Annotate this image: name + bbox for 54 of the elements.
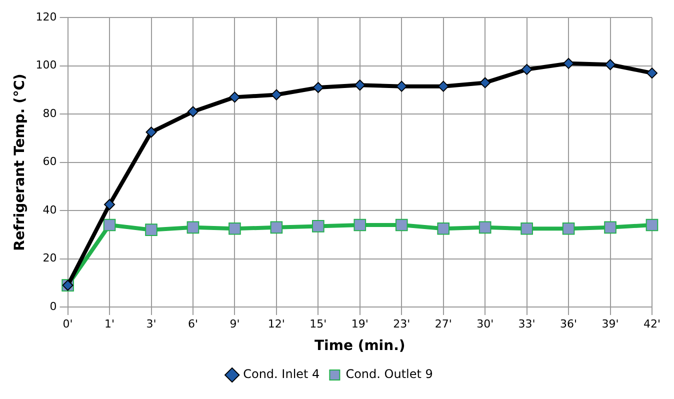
y-tick-label: 60 xyxy=(42,155,57,168)
x-tick-label: 6' xyxy=(188,317,198,330)
y-tick-label: 80 xyxy=(42,106,57,120)
point xyxy=(480,77,491,88)
legend-label: Cond. Outlet 9 xyxy=(346,367,433,382)
point xyxy=(437,222,450,235)
x-tick-label: 27' xyxy=(434,317,452,330)
point xyxy=(103,218,116,232)
point xyxy=(186,221,200,234)
x-tick-label: 30' xyxy=(476,317,494,330)
point xyxy=(395,218,408,232)
point xyxy=(312,82,324,94)
y-tick-label: 40 xyxy=(42,203,57,216)
point xyxy=(478,221,492,234)
point xyxy=(521,64,532,75)
point xyxy=(354,80,366,91)
x-tick-label: 33' xyxy=(518,317,536,330)
x-tick-label: 3' xyxy=(146,317,156,330)
point xyxy=(604,221,616,234)
point xyxy=(438,80,449,92)
point xyxy=(396,80,408,92)
point xyxy=(187,106,198,118)
y-tick-label: 100 xyxy=(36,58,57,72)
x-axis-title: Time (min.) xyxy=(314,338,406,354)
x-tick-label: 15' xyxy=(310,317,327,330)
point xyxy=(646,218,658,232)
point xyxy=(646,68,658,79)
x-tick-label: 19' xyxy=(351,317,368,330)
point xyxy=(270,89,282,100)
point xyxy=(562,222,575,235)
point xyxy=(104,199,116,210)
y-tick-label: 120 xyxy=(36,10,57,24)
x-tick-label: 1' xyxy=(104,317,115,330)
x-tick-label: 42' xyxy=(643,317,661,330)
point xyxy=(520,222,533,235)
point xyxy=(354,218,366,232)
point xyxy=(228,222,241,235)
point xyxy=(146,126,157,138)
point xyxy=(312,220,324,232)
x-tick-label: 12' xyxy=(268,317,285,330)
point xyxy=(604,59,616,70)
x-tick-label: 36' xyxy=(560,317,578,330)
point xyxy=(229,92,240,103)
point xyxy=(563,58,574,69)
x-tick-label: 39' xyxy=(602,317,619,330)
y-tick-label: 20 xyxy=(42,252,57,265)
point xyxy=(270,221,283,234)
legend-label: Cond. Inlet 4 xyxy=(243,367,320,382)
x-tick-label: 23' xyxy=(393,317,410,330)
x-tick-label: 9' xyxy=(230,317,240,330)
point xyxy=(145,224,158,236)
y-axis-title: Refrigerant Temp. (℃) xyxy=(12,74,28,251)
y-tick-label: 0 xyxy=(50,300,57,313)
x-tick-label: 0' xyxy=(62,317,73,330)
